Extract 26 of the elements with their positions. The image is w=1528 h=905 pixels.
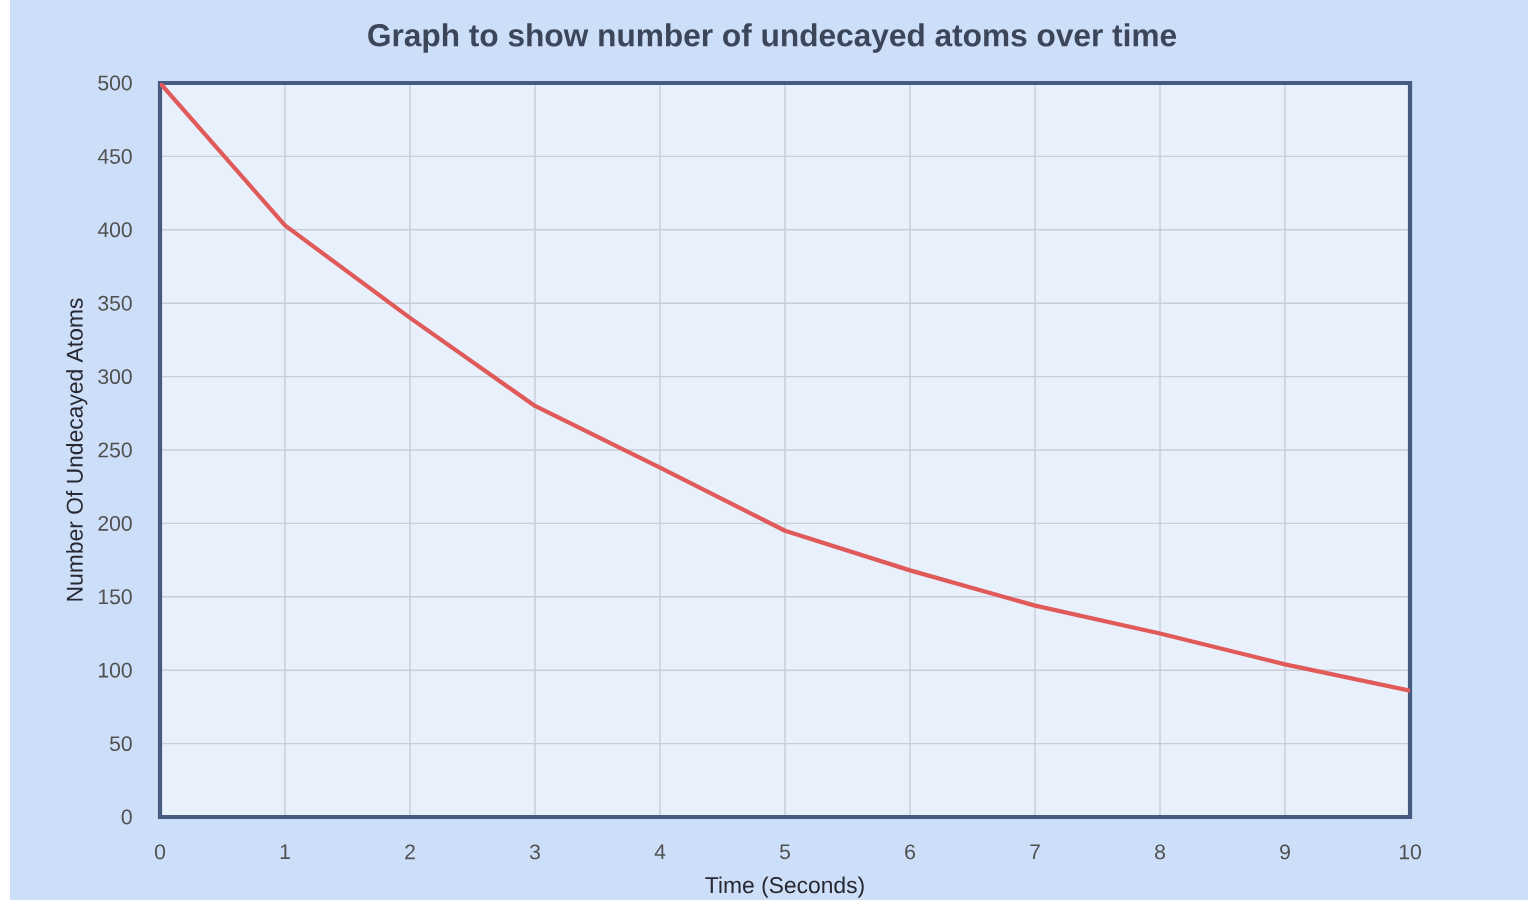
x-tick-label: 7 <box>1030 844 1040 859</box>
y-tick-label: 50 <box>109 736 132 752</box>
y-tick-label: 150 <box>99 589 132 605</box>
y-axis-title: Number Of Undecayed Atoms <box>66 298 88 601</box>
y-tick-label: 250 <box>98 442 132 458</box>
y-tick-label: 400 <box>97 222 132 238</box>
x-tick-label: 4 <box>654 844 666 859</box>
y-tick-label: 200 <box>98 515 132 531</box>
x-tick-label: 9 <box>1280 844 1290 860</box>
x-tick-label: 3 <box>529 844 540 860</box>
x-tick-label: 8 <box>1155 844 1165 860</box>
x-tick-label: 10 <box>1399 844 1421 860</box>
x-tick-label: 5 <box>779 844 791 860</box>
y-tick-label: 500 <box>98 75 132 91</box>
x-tick-label: 0 <box>154 844 166 860</box>
y-tick-label: 350 <box>98 295 132 311</box>
line-series <box>160 83 1411 693</box>
x-tick-label: 1 <box>280 844 290 859</box>
x-axis-title: Time (Seconds) <box>705 876 864 898</box>
y-tick-label: 0 <box>121 809 132 825</box>
y-tick-label: 450 <box>97 148 132 164</box>
y-tick-label: 300 <box>98 369 132 385</box>
x-tick-label: 2 <box>405 844 415 860</box>
chart-title: Graph to show number of undecayed atoms over time <box>368 23 1177 53</box>
x-tick-label: 6 <box>905 844 915 860</box>
y-tick-label: 100 <box>99 662 132 678</box>
